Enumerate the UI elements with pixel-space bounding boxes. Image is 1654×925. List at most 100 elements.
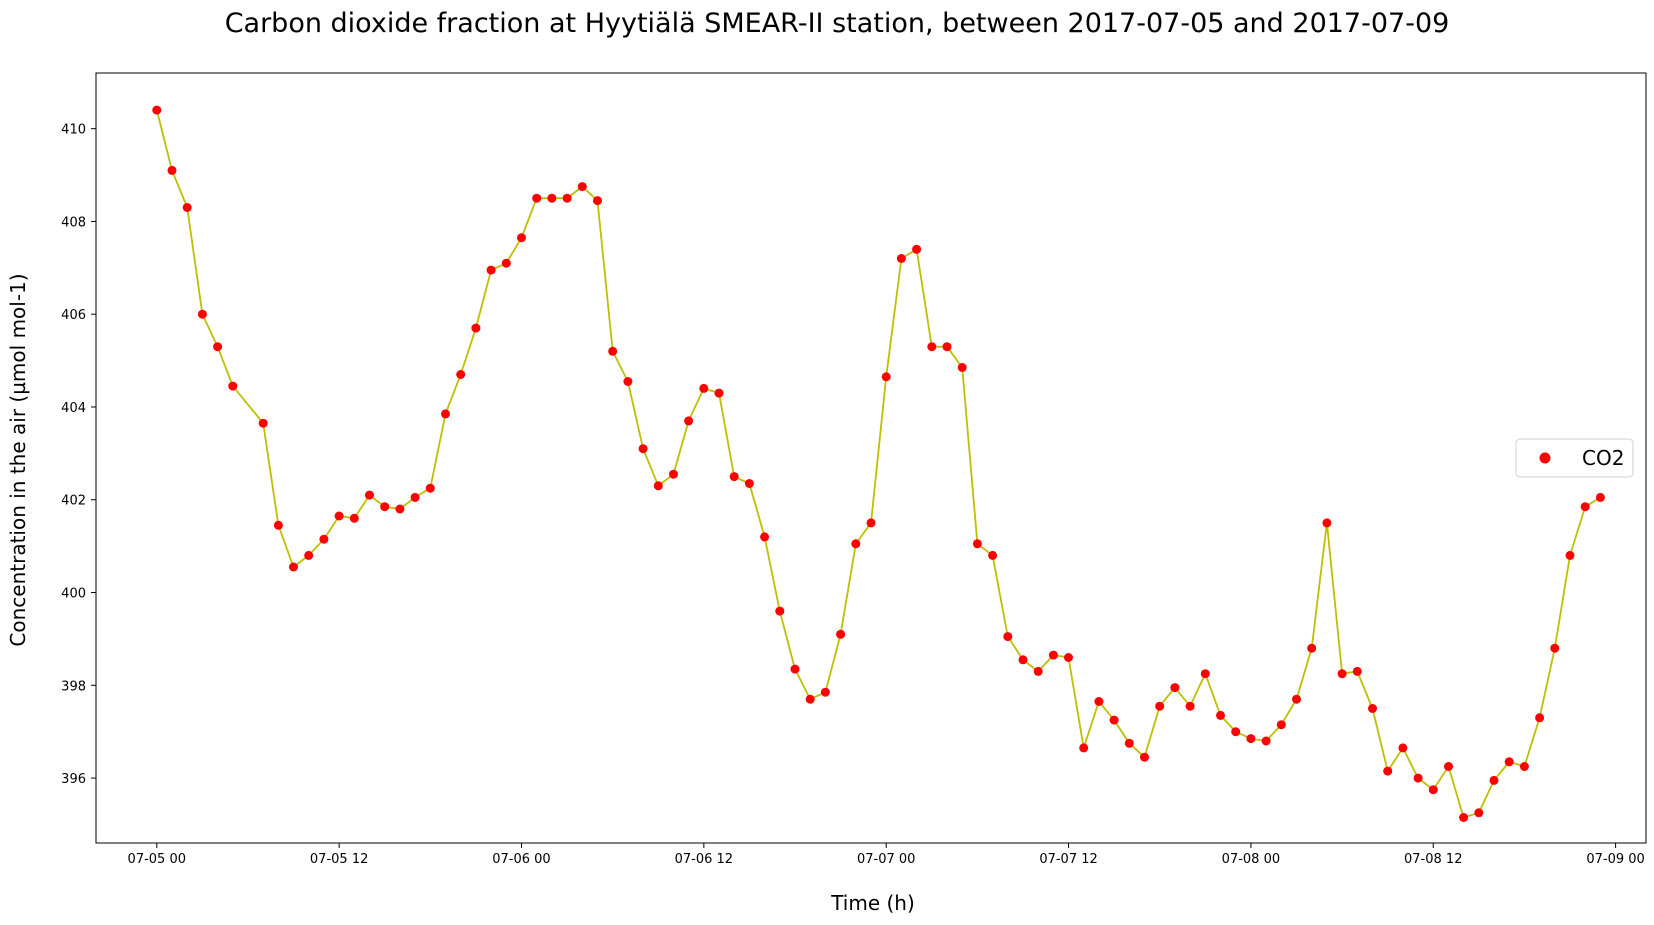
- co2-point: [866, 518, 876, 528]
- co2-point: [425, 483, 435, 493]
- co2-point: [1109, 715, 1119, 725]
- co2-point: [1535, 713, 1545, 723]
- co2-point: [881, 372, 891, 382]
- co2-point: [517, 233, 526, 243]
- co2-point: [1140, 752, 1149, 762]
- co2-point: [1033, 666, 1043, 676]
- co2-point: [1216, 710, 1225, 720]
- co2-point: [410, 492, 420, 502]
- legend-box: [1515, 438, 1634, 478]
- co2-point: [653, 481, 663, 491]
- co2-point: [304, 550, 314, 560]
- co2-point: [273, 520, 283, 530]
- y-axis-label: Concentration in the air (µmol mol-1): [6, 273, 30, 646]
- co2-point: [1580, 502, 1590, 512]
- y-tick-label: 398: [61, 679, 86, 694]
- co2-point: [501, 258, 511, 268]
- co2-point: [152, 105, 162, 115]
- co2-point: [532, 193, 542, 203]
- co2-point: [1200, 669, 1210, 679]
- co2-point: [988, 550, 998, 560]
- co2-point: [957, 363, 967, 372]
- co2-point: [775, 606, 785, 616]
- co2-point: [289, 562, 298, 572]
- co2-point: [1383, 766, 1393, 776]
- co2-point: [1352, 666, 1362, 676]
- co2-point: [167, 165, 177, 175]
- co2-point: [334, 511, 344, 521]
- co2-point: [790, 664, 800, 674]
- co2-point: [820, 687, 830, 697]
- co2-point: [1398, 743, 1408, 753]
- co2-point: [182, 203, 192, 212]
- co2-point: [1246, 734, 1256, 744]
- legend: CO2: [1515, 438, 1634, 478]
- co2-point: [319, 534, 329, 544]
- co2-point: [1307, 643, 1317, 653]
- co2-point: [942, 342, 952, 352]
- plot-area-frame: [95, 72, 1647, 844]
- y-tick-label: 408: [61, 215, 86, 230]
- co2-point: [547, 193, 557, 203]
- co2-point: [1292, 694, 1301, 704]
- co2-series-markers: [152, 105, 1605, 822]
- x-tick-label: 07-06 12: [675, 852, 733, 867]
- y-tick-label: 396: [61, 772, 86, 787]
- x-axis: 07-05 00 07-05 12 07-06 00 07-06 12 07-07 00…: [128, 843, 1645, 867]
- co2-point: [1170, 683, 1180, 693]
- co2-line: [155, 109, 1601, 819]
- co2-point: [972, 539, 982, 549]
- y-tick-label: 402: [61, 494, 86, 509]
- co2-point: [699, 383, 709, 393]
- co2-point: [714, 388, 724, 398]
- co2-point: [805, 694, 815, 704]
- x-tick-label: 07-07 12: [1039, 852, 1097, 867]
- co2-point: [1155, 701, 1165, 711]
- co2-point: [684, 416, 694, 426]
- co2-point: [744, 479, 754, 488]
- co2-point: [1504, 757, 1514, 767]
- co2-point: [593, 196, 602, 206]
- y-tick-label: 406: [61, 308, 86, 323]
- co2-point: [1519, 762, 1529, 771]
- y-axis: 396 398 400 402 404 406 408 410: [61, 123, 96, 787]
- x-tick-label: 07-09 00: [1586, 852, 1644, 867]
- co2-point: [1413, 773, 1423, 783]
- co2-point: [608, 346, 618, 356]
- co2-point: [1064, 653, 1073, 662]
- co2-point: [1079, 743, 1089, 753]
- co2-point: [258, 418, 268, 428]
- x-tick-label: 07-05 12: [310, 852, 368, 867]
- y-tick-label: 410: [61, 123, 86, 138]
- co2-point: [1018, 655, 1028, 665]
- co2-point: [1261, 736, 1271, 746]
- co2-point: [380, 502, 390, 512]
- co2-point: [1368, 704, 1377, 713]
- co2-point: [486, 265, 496, 275]
- x-tick-label: 07-07 00: [857, 852, 915, 867]
- co2-point: [638, 444, 648, 454]
- co2-point: [471, 323, 481, 333]
- co2-point: [927, 342, 937, 352]
- x-axis-label: Time (h): [830, 891, 915, 915]
- co2-point: [456, 370, 466, 379]
- co2-point: [912, 244, 922, 254]
- x-tick-label: 07-08 12: [1404, 852, 1462, 867]
- co2-point: [1459, 813, 1469, 822]
- co2-point: [1565, 550, 1575, 560]
- co2-point: [1474, 808, 1484, 818]
- co2-point: [1124, 738, 1134, 748]
- co2-point: [395, 504, 405, 514]
- co2-point: [623, 377, 633, 386]
- co2-point: [228, 381, 238, 391]
- y-tick-label: 400: [61, 587, 86, 602]
- co2-point: [1444, 762, 1453, 771]
- co2-point: [1094, 697, 1104, 706]
- co2-point: [1595, 492, 1605, 502]
- co2-point: [1003, 632, 1013, 642]
- co2-point: [1322, 518, 1332, 528]
- co2-point: [1185, 701, 1195, 711]
- co2-series-line: [155, 109, 1601, 819]
- co2-point: [1276, 720, 1286, 730]
